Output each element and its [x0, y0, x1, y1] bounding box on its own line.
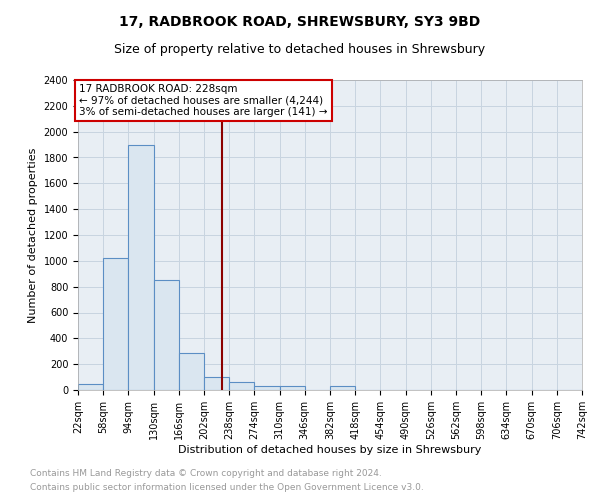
- Bar: [330, 386, 355, 390]
- Bar: [128, 144, 154, 390]
- Text: Size of property relative to detached houses in Shrewsbury: Size of property relative to detached ho…: [115, 42, 485, 56]
- Text: Contains public sector information licensed under the Open Government Licence v3: Contains public sector information licen…: [30, 484, 424, 492]
- Text: Contains HM Land Registry data © Crown copyright and database right 2024.: Contains HM Land Registry data © Crown c…: [30, 468, 382, 477]
- Bar: [78, 384, 103, 390]
- Bar: [229, 382, 254, 390]
- X-axis label: Distribution of detached houses by size in Shrewsbury: Distribution of detached houses by size …: [178, 444, 482, 454]
- Bar: [103, 258, 128, 390]
- Bar: [254, 386, 280, 390]
- Bar: [179, 352, 204, 390]
- Bar: [154, 280, 179, 390]
- Text: 17 RADBROOK ROAD: 228sqm
← 97% of detached houses are smaller (4,244)
3% of semi: 17 RADBROOK ROAD: 228sqm ← 97% of detach…: [79, 84, 328, 117]
- Text: 17, RADBROOK ROAD, SHREWSBURY, SY3 9BD: 17, RADBROOK ROAD, SHREWSBURY, SY3 9BD: [119, 15, 481, 29]
- Bar: [204, 377, 229, 390]
- Y-axis label: Number of detached properties: Number of detached properties: [28, 148, 38, 322]
- Bar: [280, 386, 305, 390]
